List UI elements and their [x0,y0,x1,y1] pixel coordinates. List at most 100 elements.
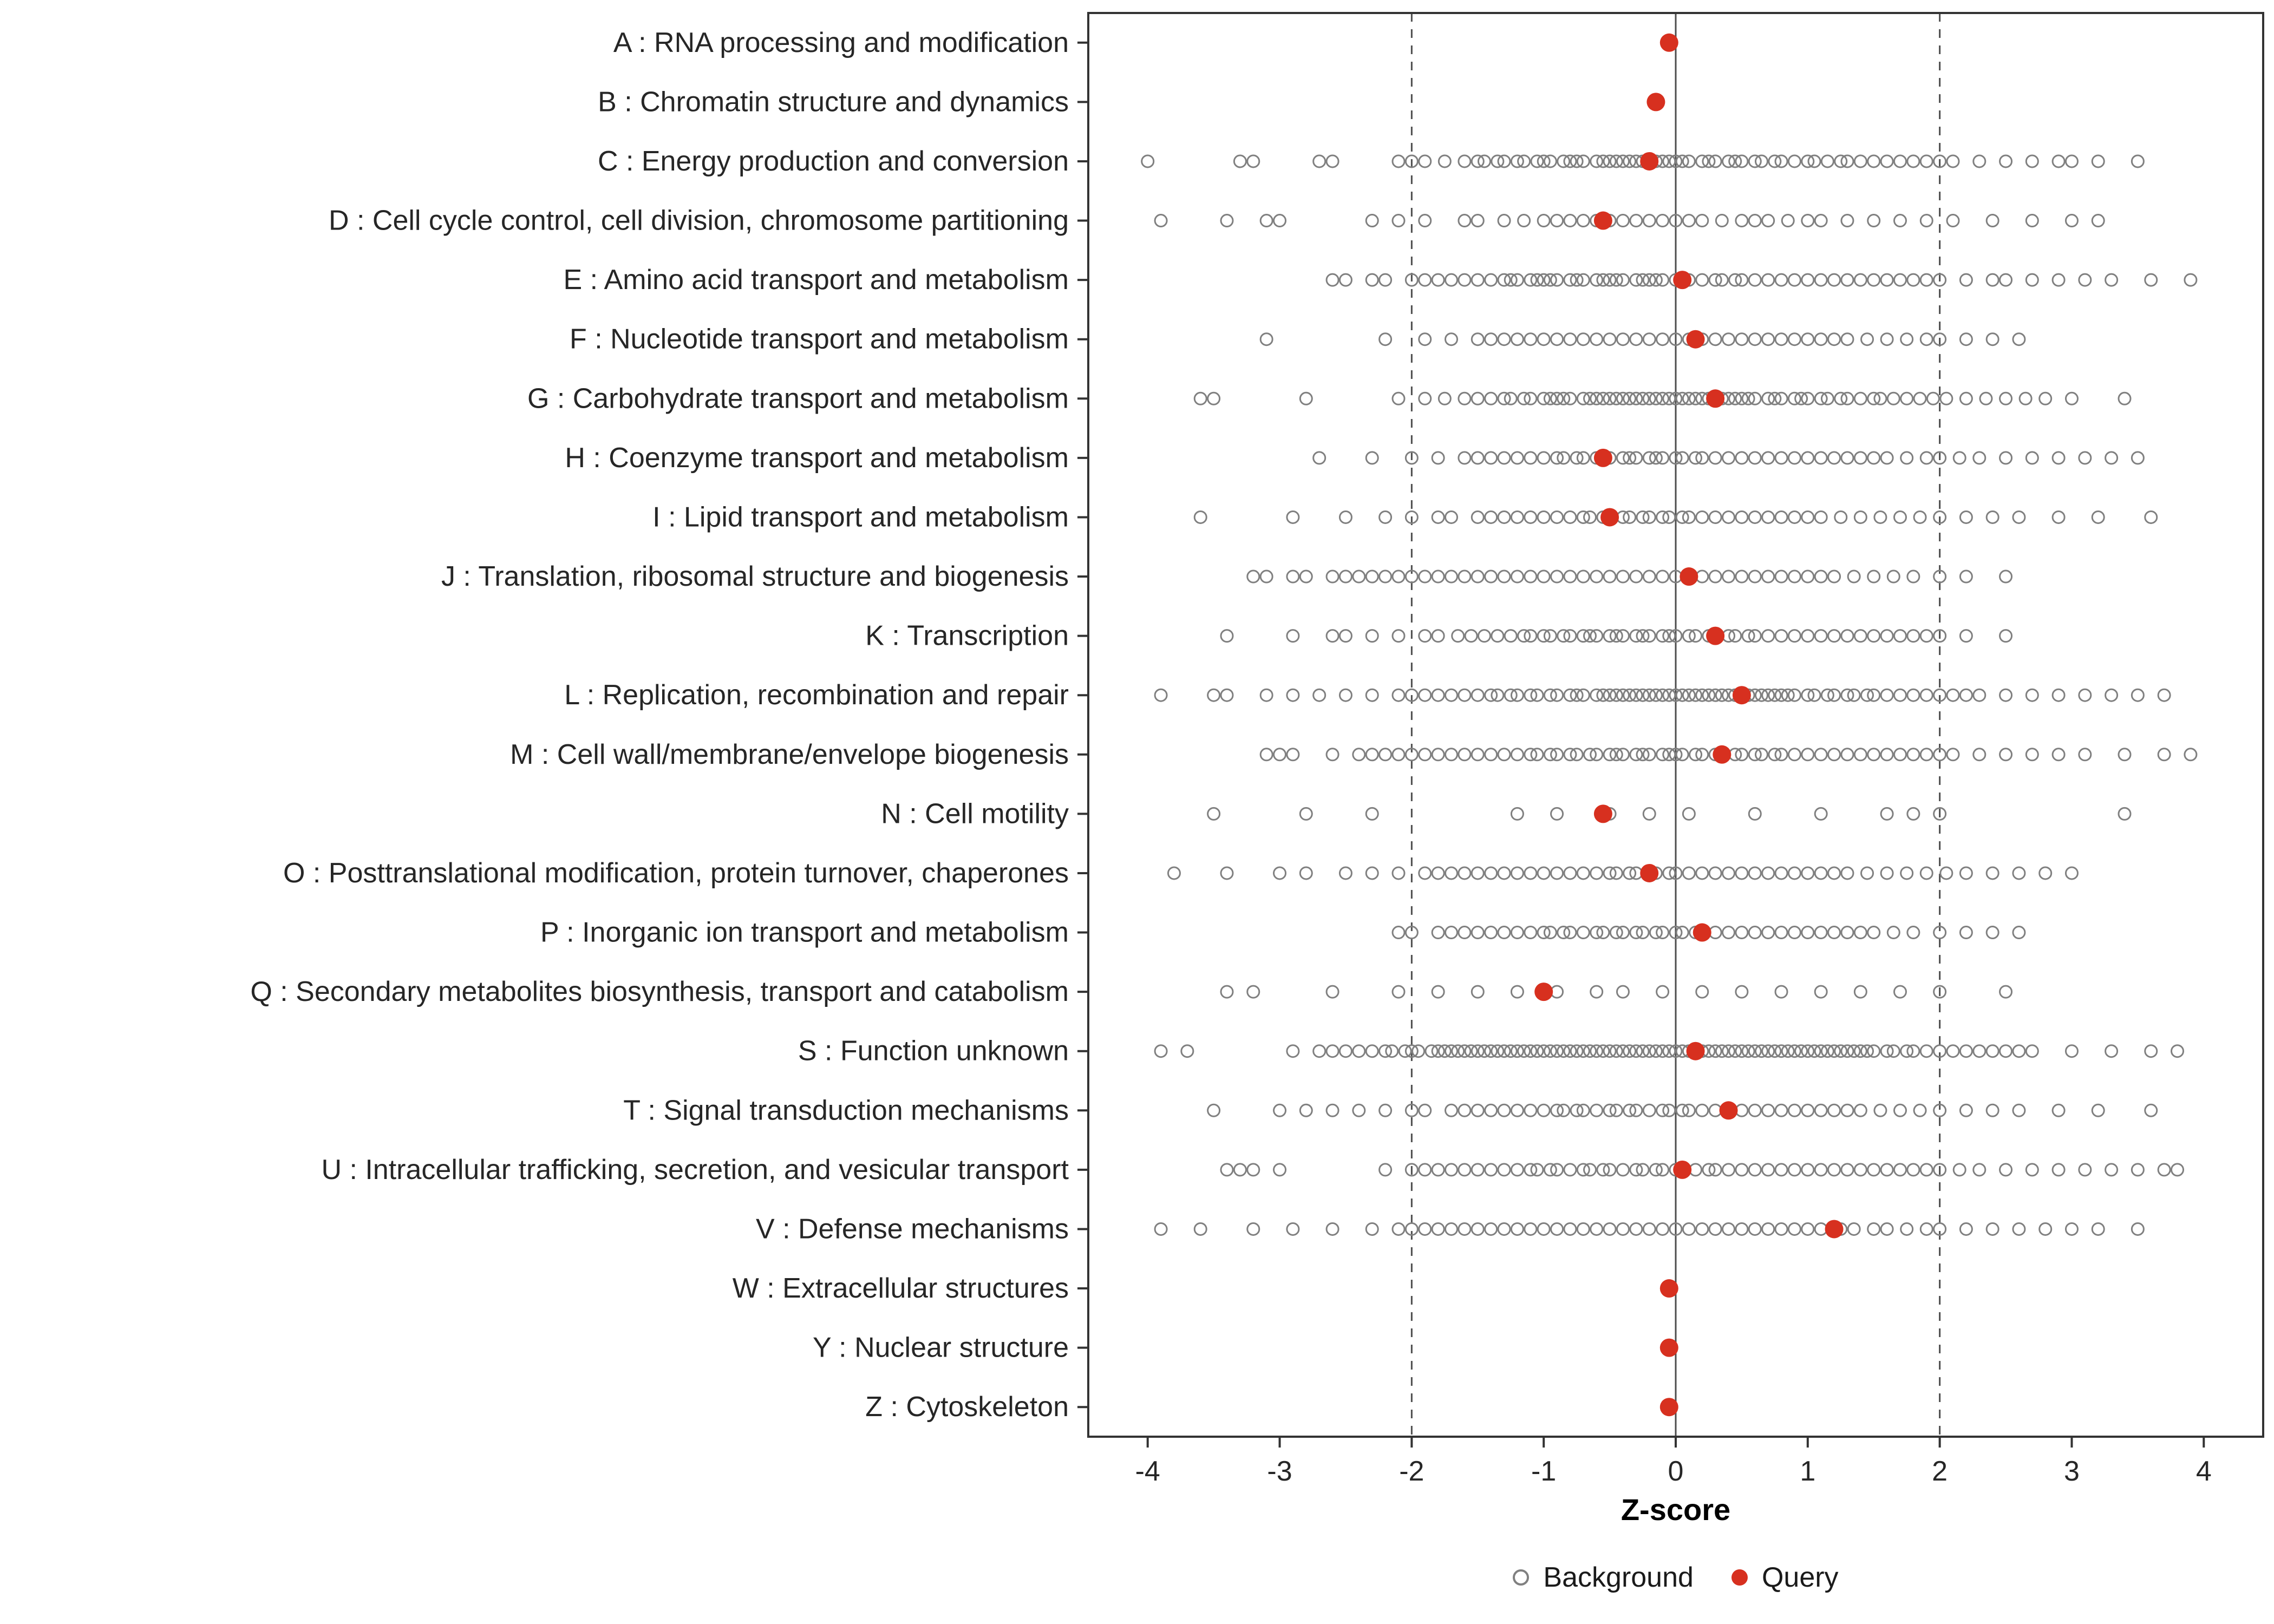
background-point [1563,866,1577,880]
background-point [1471,214,1485,228]
background-point [1596,154,1610,168]
background-point [1781,688,1795,702]
background-point [1570,1044,1584,1058]
background-point [1325,1222,1339,1236]
background-point [1616,391,1630,405]
x-tick-label: 4 [2196,1456,2212,1487]
background-point [1636,273,1650,287]
background-point [1404,569,1419,584]
background-point [1860,866,1874,880]
background-point [1893,688,1907,702]
legend-label-background: Background [1543,1562,1694,1593]
background-point [1431,629,1445,643]
background-point [1629,214,1643,228]
background-point [1682,807,1696,821]
background-point [2118,807,2132,821]
background-point [1840,1103,1854,1117]
background-point [1682,866,1696,880]
background-point [1510,688,1524,702]
background-point [1563,748,1577,762]
background-point [1814,807,1828,821]
background-point [1378,1103,1393,1117]
background-point [1378,1044,1393,1058]
background-point [1543,1163,1557,1177]
background-point [1642,748,1656,762]
background-point [1629,569,1643,584]
background-point [1728,154,1742,168]
background-point [1497,214,1511,228]
background-point [1774,1103,1788,1117]
background-point [1497,569,1511,584]
background-point [1840,332,1854,346]
query-point [1825,1220,1844,1239]
background-point [1312,154,1327,168]
background-point [1557,1103,1571,1117]
background-point [1576,1103,1590,1117]
background-point [1365,748,1379,762]
x-tick-label: -4 [1135,1456,1160,1487]
background-point [1656,569,1670,584]
background-point [1959,926,1973,940]
background-point [1840,1163,1854,1177]
background-point [1959,391,1973,405]
background-point [1774,1044,1788,1058]
background-point [1972,688,1987,702]
background-point [1550,1103,1564,1117]
category-label: S : Function unknown [798,1036,1069,1067]
background-point [2131,451,2145,465]
background-point [1999,748,2013,762]
query-point [1732,686,1751,705]
background-point [1853,1103,1867,1117]
background-point [1900,1222,1914,1236]
background-point [1781,1044,1795,1058]
background-point [1431,451,1445,465]
background-point [2025,273,2039,287]
category-label: W : Extracellular structures [733,1273,1069,1304]
background-point [1636,1163,1650,1177]
query-point [1640,152,1659,171]
background-point [1669,154,1683,168]
background-point [1867,688,1881,702]
background-point [1656,688,1670,702]
background-point [1325,1103,1339,1117]
background-point [2157,688,2171,702]
background-point [1669,748,1683,762]
background-point [1550,451,1564,465]
background-point [1404,510,1419,524]
background-point [2131,688,2145,702]
background-point [1385,1044,1399,1058]
background-point [1431,273,1445,287]
background-point [1391,688,1406,702]
background-point [1537,1222,1551,1236]
background-point [1787,273,1801,287]
background-point [1959,629,1973,643]
background-point [2091,1222,2105,1236]
background-point [1649,688,1663,702]
background-point [1524,332,1538,346]
background-point [1807,154,1821,168]
background-point [1649,1163,1663,1177]
background-point [1985,926,1999,940]
background-point [1814,926,1828,940]
background-point [1649,273,1663,287]
background-point [1583,510,1597,524]
background-point [1530,1044,1544,1058]
background-point [1325,154,1339,168]
background-point [1524,629,1538,643]
background-point [1820,391,1834,405]
background-point [1728,273,1742,287]
background-point [1445,510,1459,524]
background-point [1418,569,1432,584]
background-point [1404,926,1419,940]
background-point [1814,391,1828,405]
background-point [1312,1044,1327,1058]
background-point [1576,1163,1590,1177]
category-label: U : Intracellular trafficking, secretion… [321,1154,1069,1186]
background-point [1761,451,1775,465]
background-point [1431,866,1445,880]
category-label: O : Posttranslational modification, prot… [283,857,1069,889]
background-point [1933,332,1947,346]
background-point [1642,391,1656,405]
background-point [1563,1044,1577,1058]
background-point [1563,154,1577,168]
